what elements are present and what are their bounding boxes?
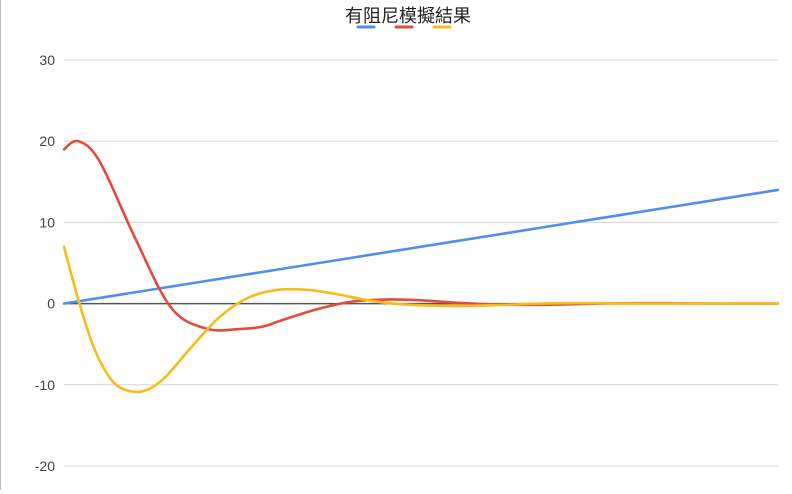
y-tick-label: -10 xyxy=(35,377,55,393)
series-line xyxy=(62,139,780,332)
y-tick-label: 20 xyxy=(39,133,55,149)
grid-layer: 30 20 10 0 -10 -20 xyxy=(35,52,778,474)
title-legend-layer: 有阻尼模擬結果 xyxy=(345,6,471,26)
chart-title: 有阻尼模擬結果 xyxy=(345,6,471,26)
series-layer xyxy=(62,139,780,394)
y-tick-label: -20 xyxy=(35,458,55,474)
series-line xyxy=(62,188,780,305)
y-tick-label: 30 xyxy=(39,52,55,68)
left-border xyxy=(0,0,1,490)
y-tick-label: 0 xyxy=(47,296,55,312)
series-line xyxy=(62,245,780,394)
y-tick-label: 10 xyxy=(39,214,55,230)
